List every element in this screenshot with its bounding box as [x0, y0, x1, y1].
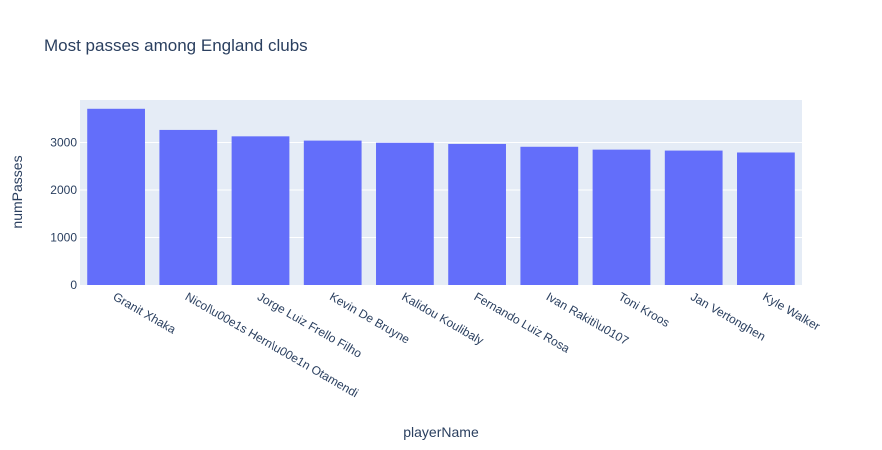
- chart-title: Most passes among England clubs: [44, 36, 308, 55]
- bar[interactable]: [376, 142, 434, 285]
- bar[interactable]: [303, 140, 362, 285]
- bars: [87, 108, 795, 286]
- x-axis-ticks: Granit Xhaka Nicol\u00e1s Hern\u00e1n Ota…: [111, 289, 823, 400]
- y-axis-ticks: 0 1000 2000 3000: [50, 136, 77, 292]
- y-tick-label: 2000: [50, 183, 77, 197]
- bar[interactable]: [448, 143, 506, 285]
- y-tick-label: 0: [70, 278, 77, 292]
- bar[interactable]: [737, 152, 795, 285]
- bar[interactable]: [159, 129, 218, 285]
- bar[interactable]: [664, 150, 723, 285]
- x-axis-title: playerName: [403, 424, 479, 440]
- x-tick-label: Granit Xhaka: [111, 289, 179, 336]
- x-tick-label: Jan Vertonghen: [688, 289, 768, 343]
- x-tick-label: Kyle Walker: [760, 289, 822, 333]
- y-tick-label: 1000: [50, 231, 77, 245]
- bar[interactable]: [87, 108, 145, 286]
- bar[interactable]: [520, 146, 579, 285]
- y-tick-label: 3000: [50, 136, 77, 150]
- y-axis-title: numPasses: [9, 155, 25, 228]
- x-tick-label: Toni Kroos: [616, 289, 672, 329]
- bar[interactable]: [231, 136, 290, 285]
- bar[interactable]: [592, 149, 651, 285]
